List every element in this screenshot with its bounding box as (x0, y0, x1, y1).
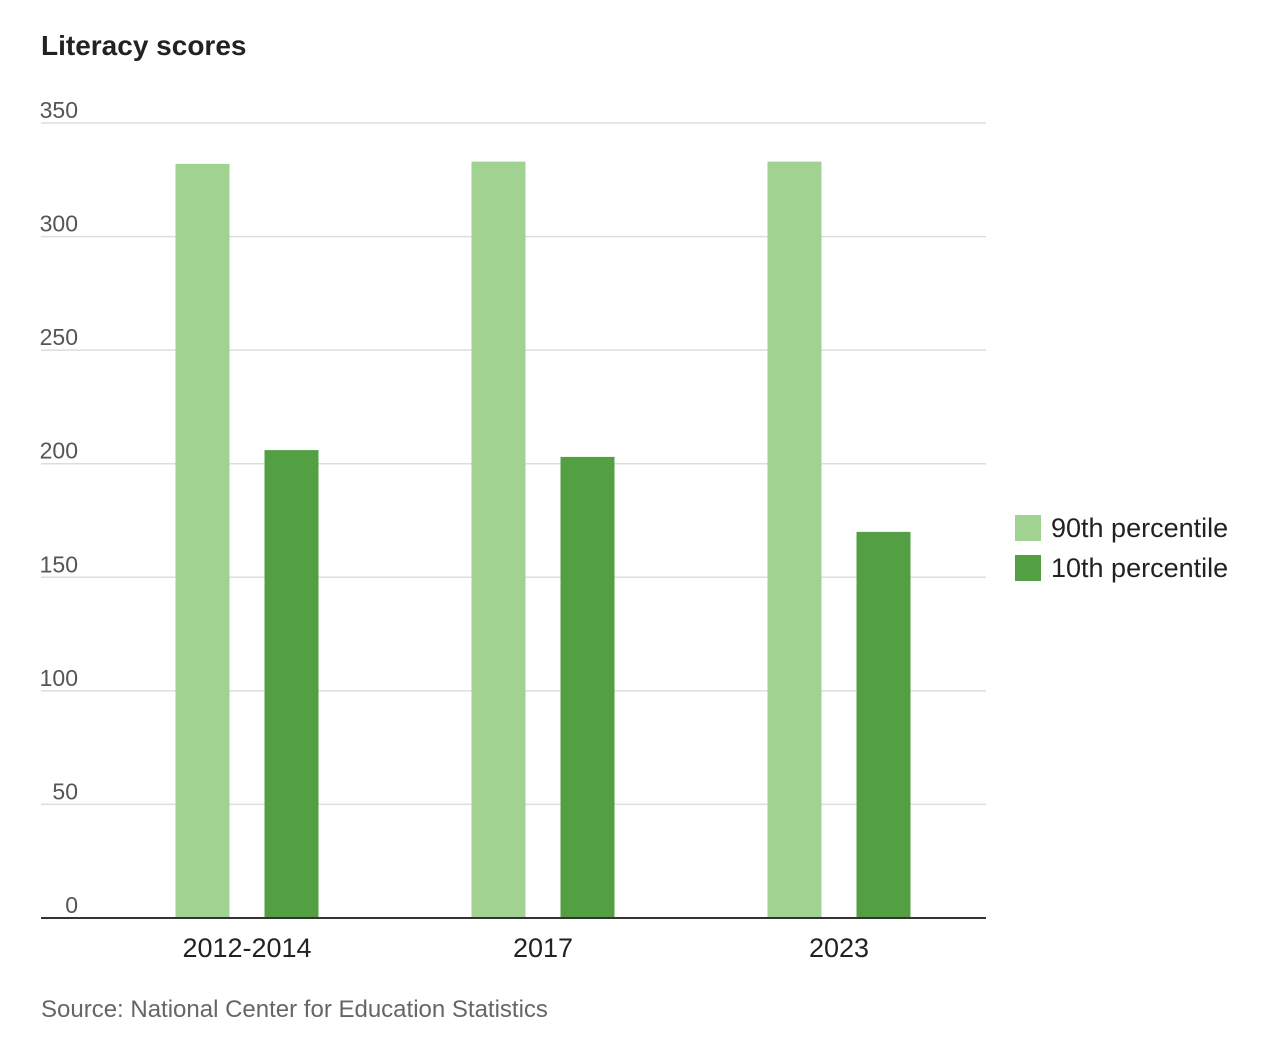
x-tick-label: 2023 (809, 933, 869, 963)
legend-item-10th: 10th percentile (1015, 548, 1265, 588)
legend-swatch-10th (1015, 555, 1041, 581)
y-tick-label: 50 (52, 778, 78, 804)
x-tick-label: 2012-2014 (182, 933, 311, 963)
legend-label-90th: 90th percentile (1051, 512, 1229, 543)
y-tick-label: 350 (40, 97, 78, 123)
bar-10th-2 (856, 531, 911, 918)
y-tick-label: 250 (40, 324, 78, 350)
y-tick-label: 300 (40, 211, 78, 237)
y-tick-label: 100 (40, 665, 78, 691)
x-axis-ticks: 2012-2014 2017 2023 (182, 933, 869, 963)
bar-10th-0 (264, 450, 319, 918)
bar-10th-1 (560, 456, 615, 918)
legend-swatch-90th (1015, 515, 1041, 541)
legend-item-90th: 90th percentile (1015, 508, 1265, 548)
legend: 90th percentile 10th percentile (1015, 508, 1265, 588)
x-tick-label: 2017 (513, 933, 573, 963)
y-axis-ticks: 0 50 100 150 200 250 300 350 (40, 97, 78, 918)
source-note: Source: National Center for Education St… (41, 996, 548, 1023)
y-tick-label: 150 (40, 551, 78, 577)
y-tick-label: 200 (40, 438, 78, 464)
bar-90th-1 (471, 161, 526, 919)
y-tick-label: 0 (65, 892, 78, 918)
bars (175, 161, 911, 919)
bar-90th-2 (767, 161, 822, 919)
chart-title: Literacy scores (41, 30, 247, 61)
bar-90th-0 (175, 163, 230, 918)
legend-label-10th: 10th percentile (1051, 552, 1229, 583)
